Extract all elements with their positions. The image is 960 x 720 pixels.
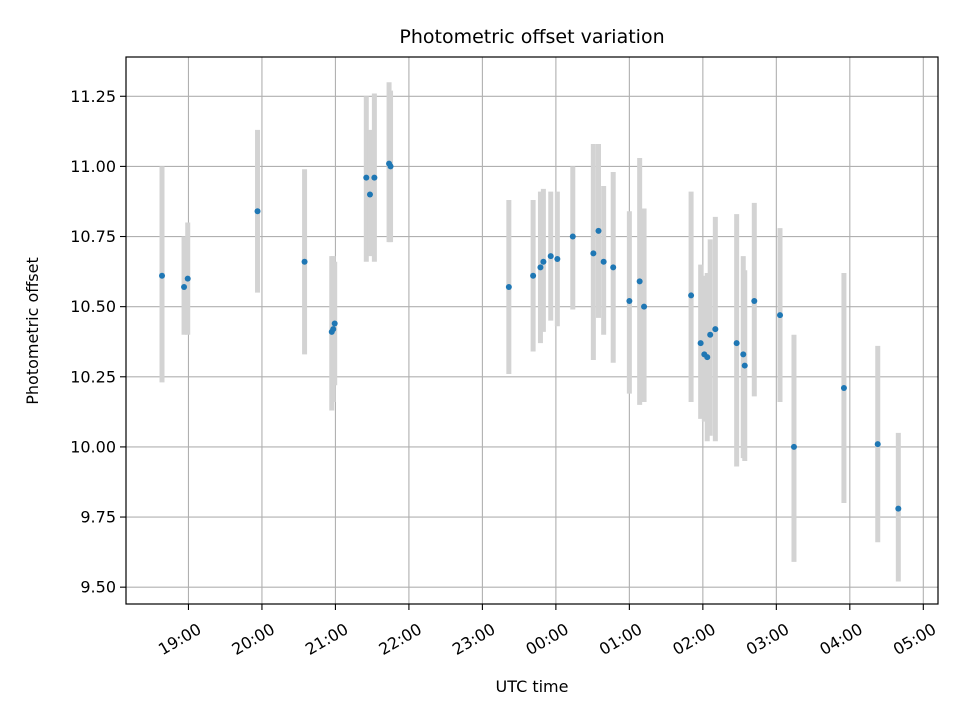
data-point [777,312,784,319]
data-point [733,340,740,347]
data-point [790,443,797,450]
y-tick-label: 10.75 [70,227,116,246]
y-tick-label: 10.25 [70,367,116,386]
y-tick-label: 9.75 [80,508,116,527]
data-point [740,351,747,358]
data-point [636,278,643,285]
data-point [371,174,378,181]
data-point [712,326,719,333]
data-point [704,354,711,361]
data-points [159,160,902,512]
y-tick-label: 11.25 [70,87,116,106]
y-tick-label: 10.50 [70,297,116,316]
data-point [741,362,748,369]
data-point [330,326,337,333]
data-point [641,303,648,310]
x-axis-label: UTC time [496,677,569,696]
y-tick-label: 11.00 [70,157,116,176]
data-point [505,284,512,291]
plot-frame [125,56,939,605]
y-tick-label: 9.50 [80,578,116,597]
data-point [697,340,704,347]
data-point [590,250,597,257]
data-point [840,385,847,392]
data-point [751,298,758,305]
y-axis-label: Photometric offset [23,257,42,405]
data-point [363,174,370,181]
data-point [366,191,373,198]
y-tick-label: 10.00 [70,437,116,456]
data-point [688,292,695,299]
data-point [537,264,544,271]
data-point [874,441,881,448]
data-point [530,272,537,279]
data-point [707,331,714,338]
data-point [610,264,617,271]
data-point [387,163,394,170]
chart-title: Photometric offset variation [399,26,664,48]
data-point [159,272,166,279]
data-point [331,320,338,327]
data-point [254,208,261,215]
data-point [895,505,902,512]
data-point [595,227,602,234]
data-point [600,258,607,265]
data-point [554,255,561,262]
y-axis-ticks: 9.50 9.75 10.00 10.25 10.50 10.75 11.00 11.25 [70,87,126,597]
data-point [626,298,633,305]
data-point [301,258,308,265]
data-point [547,253,554,260]
data-point [184,275,191,282]
data-point [181,284,188,291]
data-point [569,233,576,240]
data-point [540,258,547,265]
